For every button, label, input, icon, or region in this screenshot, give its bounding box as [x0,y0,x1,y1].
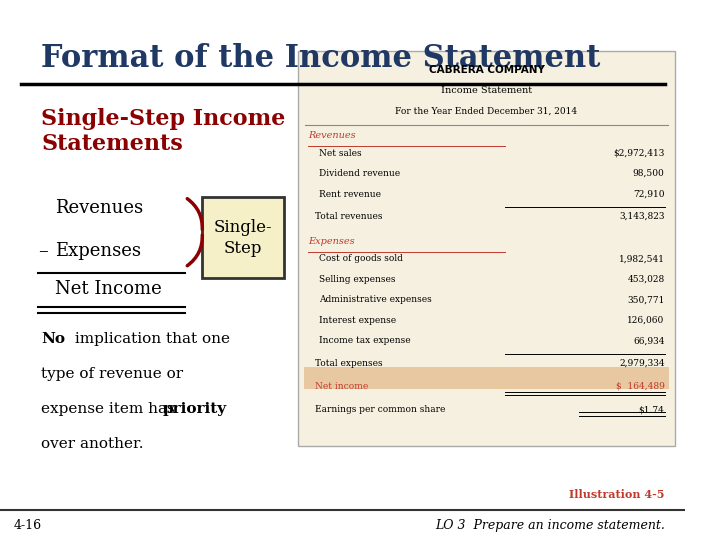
Text: Administrative expenses: Administrative expenses [318,295,431,305]
Text: priority: priority [163,402,228,416]
Text: Dividend revenue: Dividend revenue [318,169,400,178]
Text: implication that one: implication that one [70,332,230,346]
Text: Revenues: Revenues [308,131,356,140]
Text: 453,028: 453,028 [627,275,665,284]
Text: Expenses: Expenses [55,242,141,260]
Text: Earnings per common share: Earnings per common share [315,405,446,414]
Text: –: – [37,242,48,260]
Text: Income Statement: Income Statement [441,86,532,96]
Text: Total expenses: Total expenses [315,359,383,368]
Text: Rent revenue: Rent revenue [318,190,381,199]
Text: Net Income: Net Income [55,280,161,298]
Text: 98,500: 98,500 [633,169,665,178]
Text: Net sales: Net sales [318,148,361,158]
FancyBboxPatch shape [202,197,284,278]
Text: Net income: Net income [315,382,369,391]
Text: 72,910: 72,910 [633,190,665,199]
Text: Interest expense: Interest expense [318,316,396,325]
Text: 126,060: 126,060 [627,316,665,325]
Text: over another.: over another. [41,437,143,451]
Text: $2,972,413: $2,972,413 [613,148,665,158]
Text: type of revenue or: type of revenue or [41,367,183,381]
Text: 2,979,334: 2,979,334 [619,359,665,368]
Text: expense item has: expense item has [41,402,180,416]
Text: Income tax expense: Income tax expense [318,336,410,346]
FancyBboxPatch shape [298,51,675,446]
Text: No: No [41,332,65,346]
Text: CABRERA COMPANY: CABRERA COMPANY [428,65,544,75]
Text: Format of the Income Statement: Format of the Income Statement [41,43,600,74]
Text: $  164,489: $ 164,489 [616,382,665,391]
Text: Single-Step Income
Statements: Single-Step Income Statements [41,108,286,156]
Text: Expenses: Expenses [308,237,355,246]
Text: Illustration 4-5: Illustration 4-5 [569,489,665,500]
Text: For the Year Ended December 31, 2014: For the Year Ended December 31, 2014 [395,107,577,116]
Text: Revenues: Revenues [55,199,143,217]
Text: 3,143,823: 3,143,823 [619,212,665,221]
Text: LO 3  Prepare an income statement.: LO 3 Prepare an income statement. [435,519,665,532]
Text: 4-16: 4-16 [14,519,42,532]
Text: 66,934: 66,934 [633,336,665,346]
FancyBboxPatch shape [304,367,670,389]
Text: Single-
Step: Single- Step [214,219,273,256]
Text: Selling expenses: Selling expenses [318,275,395,284]
Text: 1,982,541: 1,982,541 [618,254,665,264]
Text: $1.74: $1.74 [639,405,665,414]
Text: Cost of goods sold: Cost of goods sold [318,254,402,264]
Text: 350,771: 350,771 [627,295,665,305]
Text: Total revenues: Total revenues [315,212,382,221]
